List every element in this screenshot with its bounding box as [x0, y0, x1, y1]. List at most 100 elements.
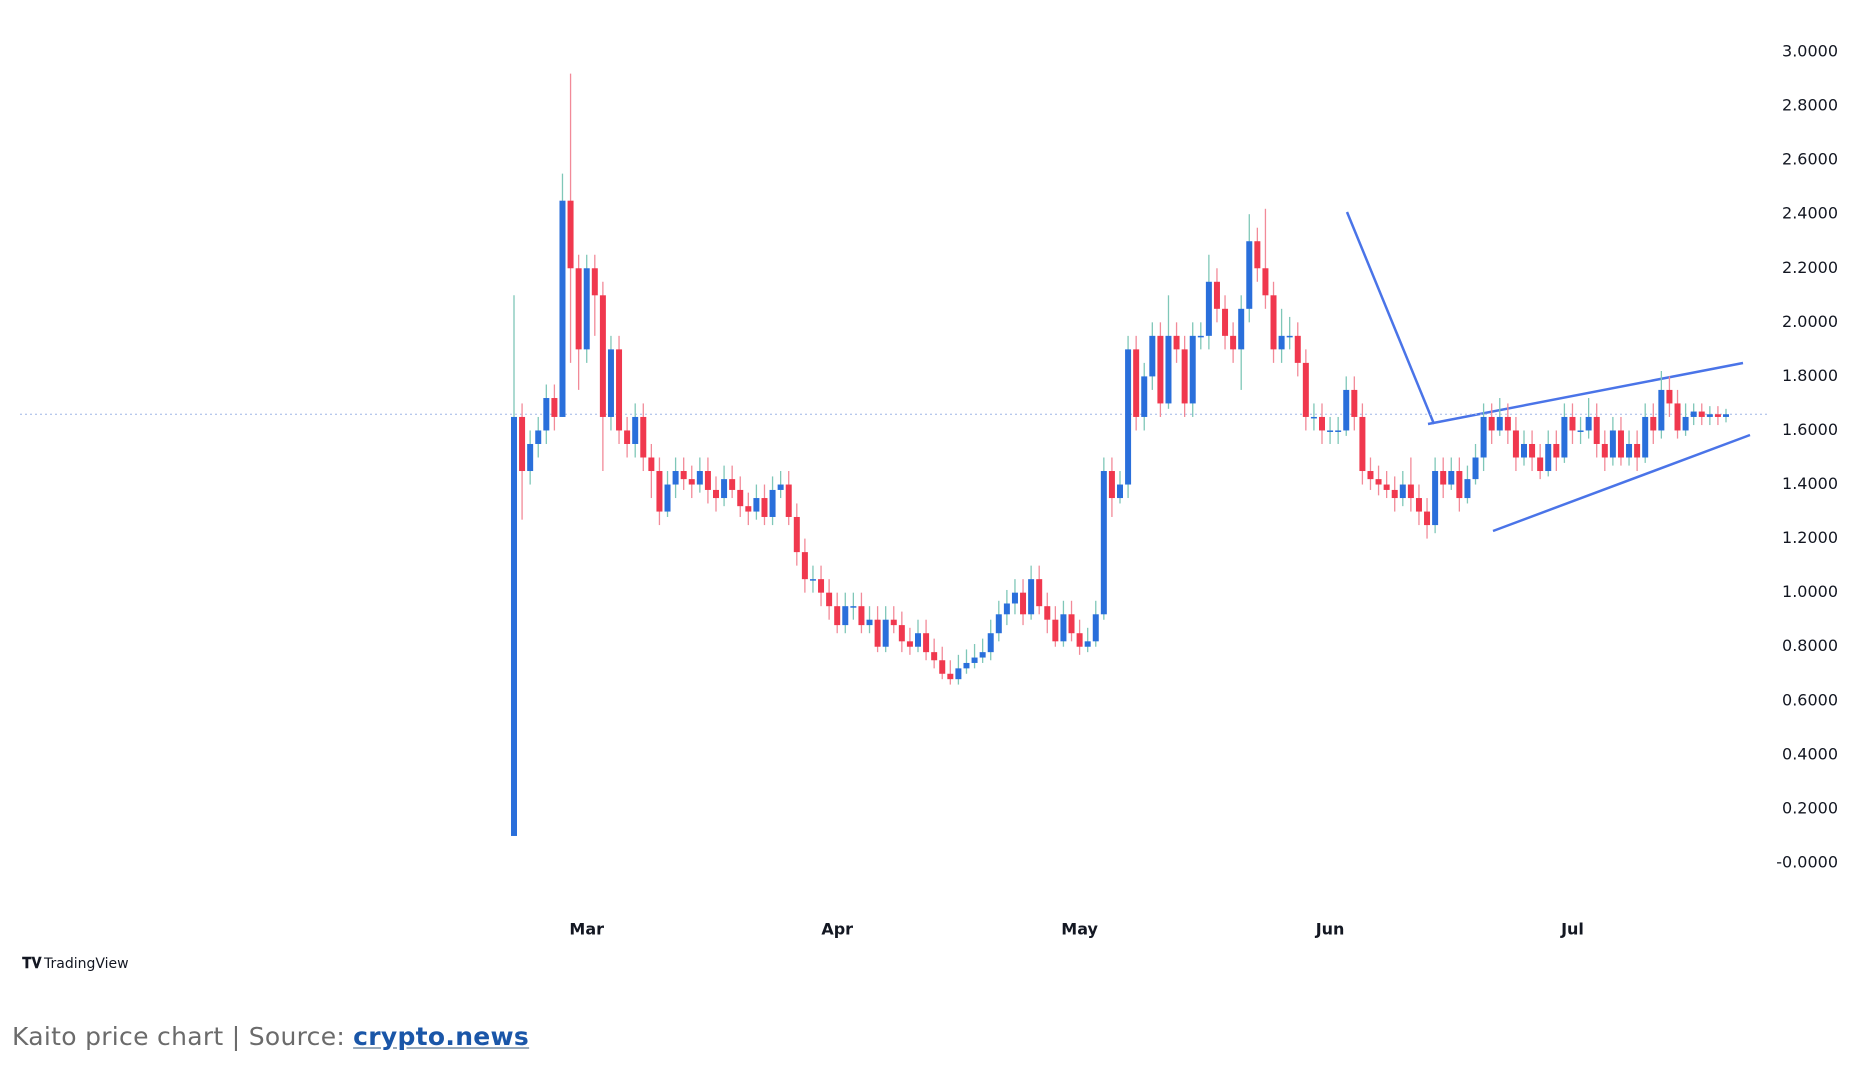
- candle-body: [1424, 511, 1431, 526]
- trend-line: [1492, 433, 1751, 533]
- candle-body: [931, 652, 938, 661]
- candle-body: [656, 471, 663, 512]
- candle-body: [777, 484, 784, 490]
- caption: Kaito price chart | Source: crypto.news: [12, 1022, 529, 1051]
- y-tick-label: 0.2000: [1782, 798, 1838, 817]
- candle-body: [1246, 241, 1253, 309]
- candle-body: [1036, 579, 1043, 607]
- candle-body: [1650, 416, 1657, 431]
- y-tick-label: 1.0000: [1782, 582, 1838, 601]
- pattern-lines: [1345, 211, 1751, 533]
- y-tick-label: 0.4000: [1782, 744, 1838, 763]
- candle-body: [898, 625, 905, 642]
- candle-body: [1060, 614, 1067, 642]
- candle-body: [1545, 443, 1552, 472]
- candle-body: [567, 200, 574, 269]
- candle-body: [890, 619, 897, 626]
- candle-body: [842, 606, 849, 626]
- candle-body: [1238, 308, 1245, 350]
- candle-body: [1593, 416, 1600, 444]
- caption-text: Kaito price chart | Source:: [12, 1022, 346, 1051]
- candle-body: [906, 641, 913, 647]
- candle-body: [915, 633, 921, 647]
- candle-body: [834, 606, 841, 626]
- candle-body: [511, 416, 517, 836]
- candle-body: [1125, 349, 1132, 485]
- candle-body: [1626, 443, 1633, 458]
- source-link[interactable]: crypto.news: [353, 1022, 530, 1051]
- x-tick-label: Mar: [569, 920, 604, 939]
- candle-body: [1133, 349, 1140, 417]
- candle-body: [607, 349, 614, 417]
- candle-body: [1432, 471, 1439, 526]
- candle-body: [1319, 416, 1325, 431]
- candle-body: [1666, 389, 1673, 404]
- candle-body: [688, 479, 695, 485]
- candle-body: [1213, 281, 1220, 309]
- candle-body: [826, 592, 833, 607]
- candle-body: [1197, 335, 1204, 338]
- candle-body: [1367, 471, 1374, 480]
- candle-body: [1609, 430, 1616, 458]
- candle-body: [995, 614, 1002, 634]
- candle-body: [1480, 416, 1487, 458]
- candle-body: [1553, 443, 1560, 458]
- candle-body: [1682, 416, 1689, 431]
- candle-body: [1496, 416, 1503, 431]
- candle-body: [1020, 592, 1027, 615]
- candle-body: [1310, 416, 1317, 419]
- candle-body: [704, 471, 711, 490]
- candle-body: [923, 633, 930, 653]
- candle-body: [1585, 416, 1592, 431]
- candle-body: [737, 489, 744, 507]
- y-tick-label: 3.0000: [1782, 42, 1838, 61]
- candle-body: [1529, 443, 1536, 458]
- y-tick-label: 2.6000: [1782, 150, 1838, 169]
- chart: 𝐓𝐕 TradingView 3.0000 2.8000 2.6000 2.4000 2…: [20, 42, 1838, 972]
- y-tick-label: 0.8000: [1782, 636, 1838, 655]
- candle-body: [640, 416, 647, 458]
- candle-body: [979, 652, 986, 658]
- candle-body: [1642, 416, 1649, 458]
- candle-body: [882, 619, 889, 647]
- candle-body: [1658, 389, 1665, 431]
- candle-body: [1561, 416, 1568, 458]
- candle-body: [1472, 457, 1479, 480]
- candle-body: [1714, 414, 1721, 417]
- candle-body: [939, 660, 946, 674]
- candle-body: [527, 443, 534, 472]
- candle-body: [1383, 484, 1390, 490]
- candle-body: [1488, 416, 1495, 431]
- candle-body: [1343, 389, 1350, 431]
- candle-body: [745, 506, 752, 512]
- candle-body: [1278, 335, 1285, 350]
- candle-body: [1286, 335, 1293, 338]
- candle-body: [1521, 443, 1527, 458]
- y-tick-label: 0.6000: [1782, 690, 1838, 709]
- candle-body: [1706, 414, 1713, 417]
- candle-body: [850, 606, 857, 608]
- x-tick-label: Jun: [1315, 920, 1345, 939]
- candle-body: [1440, 471, 1447, 485]
- candle-body: [987, 633, 994, 653]
- candle-body: [955, 668, 962, 680]
- y-tick-label: 2.8000: [1782, 96, 1838, 115]
- y-tick-label: 1.6000: [1782, 420, 1838, 439]
- candle-body: [1359, 416, 1366, 472]
- candle-body: [1254, 241, 1261, 269]
- candle-body: [559, 200, 566, 417]
- candle-body: [1189, 335, 1196, 404]
- logo: 𝐓𝐕 TradingView: [22, 954, 129, 972]
- candle-body: [1407, 484, 1414, 499]
- candle-body: [551, 398, 558, 417]
- candle-body: [575, 268, 582, 350]
- candle-body: [721, 479, 728, 499]
- y-tick-label: 1.4000: [1782, 474, 1838, 493]
- candle-body: [1399, 484, 1406, 499]
- candle-body: [672, 471, 679, 485]
- candle-body: [1302, 362, 1309, 417]
- candle-body: [1577, 430, 1584, 432]
- candle-body: [1028, 579, 1035, 615]
- candle-body: [680, 471, 687, 480]
